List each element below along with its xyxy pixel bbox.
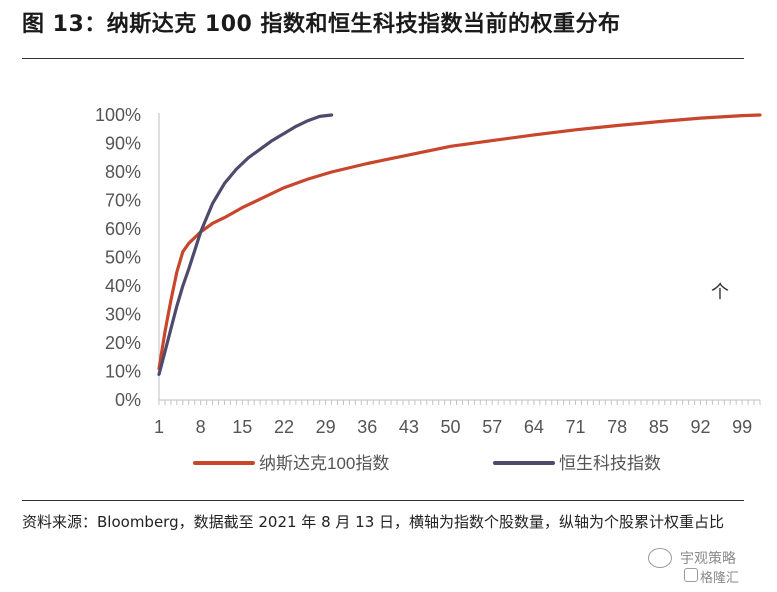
footnote-rule	[22, 500, 744, 501]
x-tick-label: 29	[316, 417, 336, 437]
title-rule	[22, 58, 744, 59]
series-line-hang-seng-tech	[157, 113, 334, 376]
x-tick-label: 78	[607, 417, 627, 437]
x-tick-label: 92	[690, 417, 710, 437]
x-tick-label: 43	[399, 417, 419, 437]
x-tick-label: 1	[154, 417, 164, 437]
y-tick-label: 50%	[105, 248, 141, 268]
y-tick-label: 10%	[105, 362, 141, 382]
x-tick-label: 22	[274, 417, 294, 437]
series-line-nasdaq100	[157, 113, 762, 371]
watermark-account: 宇观策略	[680, 551, 736, 567]
y-tick-label: 20%	[105, 333, 141, 353]
y-tick-label: 90%	[105, 134, 141, 154]
x-tick-label: 36	[357, 417, 377, 437]
x-tick-label: 64	[524, 417, 544, 437]
watermark-site: 格隆汇	[700, 571, 740, 586]
source-footnote: 资料来源：Bloomberg，数据截至 2021 年 8 月 13 日，横轴为指…	[22, 513, 725, 531]
y-tick-label: 40%	[105, 276, 141, 296]
y-tick-label: 30%	[105, 305, 141, 325]
gelonghui-logo-icon	[684, 568, 698, 582]
chart-annotation: 个	[711, 282, 729, 302]
wechat-icon	[648, 548, 672, 568]
y-tick-label: 70%	[105, 191, 141, 211]
y-tick-label: 80%	[105, 162, 141, 182]
x-tick-label: 15	[232, 417, 252, 437]
legend-label: 恒生科技指数	[559, 454, 661, 473]
y-tick-label: 60%	[105, 219, 141, 239]
chart: 0% 10% 20% 30% 40% 50% 60% 70% 80% 90% 100% 1 8 15 22 2…	[95, 105, 762, 473]
x-tick-label: 85	[649, 417, 669, 437]
y-tick-label: 100%	[95, 105, 141, 125]
legend-label: 纳斯达克100指数	[259, 454, 389, 473]
figure-title: 图 13：纳斯达克 100 指数和恒生科技指数当前的权重分布	[22, 12, 621, 37]
x-tick-label: 71	[566, 417, 586, 437]
x-tick-label: 8	[196, 417, 206, 437]
x-tick-label: 99	[732, 417, 752, 437]
y-tick-label: 0%	[115, 390, 141, 410]
x-tick-label: 57	[482, 417, 502, 437]
x-tick-label: 50	[441, 417, 461, 437]
